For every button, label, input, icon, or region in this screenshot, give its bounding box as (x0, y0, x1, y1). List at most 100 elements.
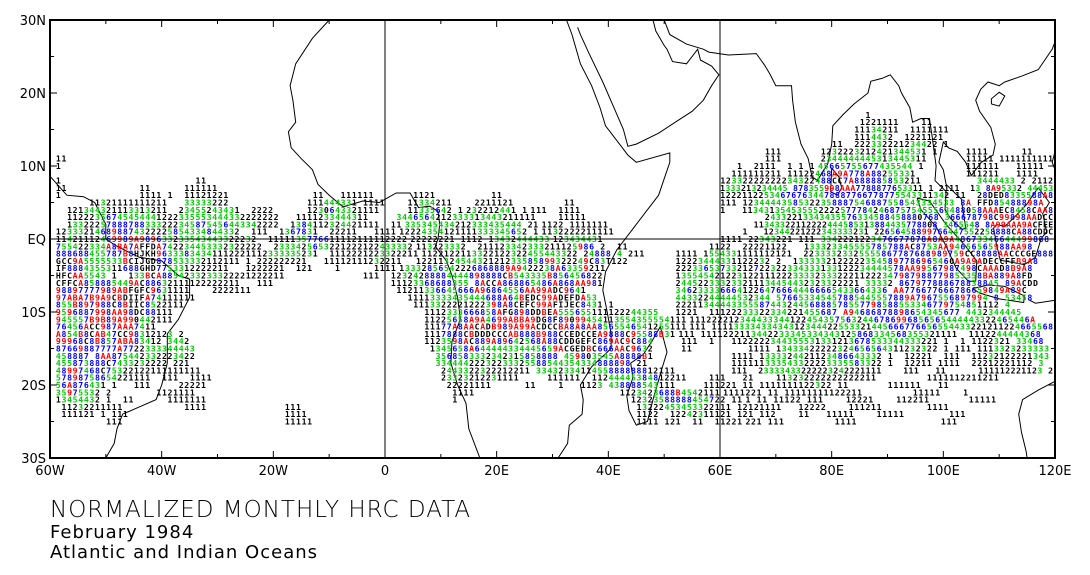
grid-value: 2 (637, 358, 642, 368)
grid-value: 1 (748, 168, 753, 178)
grid-value: 8 (600, 249, 605, 259)
grid-value: 8 (843, 300, 848, 310)
grid-value: 7 (905, 256, 910, 266)
grid-value: 1 (444, 227, 449, 237)
grid-value: 1 (179, 365, 184, 375)
grid-value: 3 (168, 249, 173, 259)
grid-value: 6 (938, 285, 943, 295)
grid-value: 5 (808, 205, 813, 215)
grid-value: 1 (235, 278, 240, 288)
grid-value: 3 (424, 205, 429, 215)
grid-value: 3 (511, 256, 516, 266)
grid-value: 3 (190, 198, 195, 208)
grid-value: 2 (863, 395, 868, 405)
grid-value-run: 98897777989ABFGFC9631111 2222111 (56, 285, 251, 295)
grid-value-run: 111444331 1111 (307, 198, 385, 208)
grid-value: 8 (441, 271, 446, 281)
grid-value: 1 (743, 380, 748, 390)
grid-value: E (575, 344, 580, 354)
grid-value (726, 205, 731, 215)
grid-value: 9 (1001, 219, 1006, 229)
grid-value: 3 (229, 205, 234, 215)
grid-value: F (1005, 256, 1010, 266)
grid-value: 1 (430, 344, 435, 354)
grid-value: 8 (821, 300, 826, 310)
grid-value: 9 (916, 263, 921, 273)
grid-value: 5 (173, 256, 178, 266)
grid-value: 4 (793, 278, 798, 288)
grid-value: C (536, 322, 541, 332)
grid-value: 7 (117, 249, 122, 259)
grid-value: 2 (810, 344, 815, 354)
grid-value: 1 (748, 190, 753, 200)
grid-value: 5 (564, 307, 569, 317)
grid-value: 1 (1000, 365, 1005, 375)
grid-value: 3 (637, 373, 642, 383)
grid-value-run: 9596887998AA98DC88111 (56, 307, 173, 317)
grid-value: 9 (966, 263, 971, 273)
grid-value: 1 (759, 219, 764, 229)
grid-value: 1 (840, 417, 845, 427)
grid-value: 1 (402, 278, 407, 288)
grid-value: 2 (357, 249, 362, 259)
grid-value: 6 (939, 205, 944, 215)
grid-value: 3 (511, 249, 516, 259)
grid-value: 3 (1048, 183, 1053, 193)
grid-value: 8 (932, 278, 937, 288)
grid-value: 4 (798, 263, 803, 273)
grid-value: 3 (975, 183, 980, 193)
grid-value: 4 (860, 292, 865, 302)
grid-value (346, 271, 351, 281)
grid-value: 5 (922, 205, 927, 215)
grid-value: 8 (793, 198, 798, 208)
grid-value: 1 (994, 168, 999, 178)
grid-value: 8 (857, 329, 862, 339)
grid-value-run: 34623333666412264766644466665433664336 A… (676, 285, 1027, 295)
grid-value: 2 (391, 249, 396, 259)
grid-value: 9 (578, 241, 583, 251)
grid-value: 2 (447, 212, 452, 222)
grid-value: B (101, 329, 106, 339)
grid-value: 1 (765, 154, 770, 164)
grid-value: 2 (765, 263, 770, 273)
grid-value: 1 (162, 365, 167, 375)
grid-value: 5 (687, 402, 692, 412)
grid-value: 5 (913, 329, 918, 339)
grid-value: 3 (882, 271, 887, 281)
grid-value: 5 (419, 212, 424, 222)
grid-value: 1 (514, 212, 519, 222)
grid-value: C (1004, 205, 1009, 215)
grid-value: 8 (491, 285, 496, 295)
grid-value: 3 (826, 271, 831, 281)
grid-value: 2 (597, 271, 602, 281)
grid-value: 2 (731, 307, 736, 317)
grid-value: E (519, 300, 524, 310)
grid-value: E (999, 205, 1004, 215)
grid-value: 1 (977, 154, 982, 164)
grid-value: 0 (324, 205, 329, 215)
grid-value: 1 (743, 168, 748, 178)
grid-value (570, 380, 575, 390)
grid-value: 3 (858, 227, 863, 237)
grid-value: 9 (631, 344, 636, 354)
grid-value: 2 (497, 358, 502, 368)
grid-value: 8 (977, 271, 982, 281)
grid-value: 2 (840, 387, 845, 397)
grid-value-run: 33333222 (184, 198, 228, 208)
grid-value: 1 (876, 365, 881, 375)
grid-value: 1 (156, 198, 161, 208)
grid-value: 6 (564, 278, 569, 288)
grid-value: 1 (522, 205, 527, 215)
grid-value: 1 (117, 417, 122, 427)
grid-value: 9 (497, 322, 502, 332)
grid-value: 8 (631, 365, 636, 375)
grid-value: 4 (779, 227, 784, 237)
grid-value: 4 (1013, 329, 1018, 339)
grid-value: 8 (603, 358, 608, 368)
grid-value: 1 (807, 395, 812, 405)
y-tick-label: 30N (20, 14, 46, 29)
grid-value: 3 (173, 351, 178, 361)
grid-value: A (865, 168, 870, 178)
grid-value: 7 (441, 329, 446, 339)
grid-value: 3 (960, 271, 965, 281)
